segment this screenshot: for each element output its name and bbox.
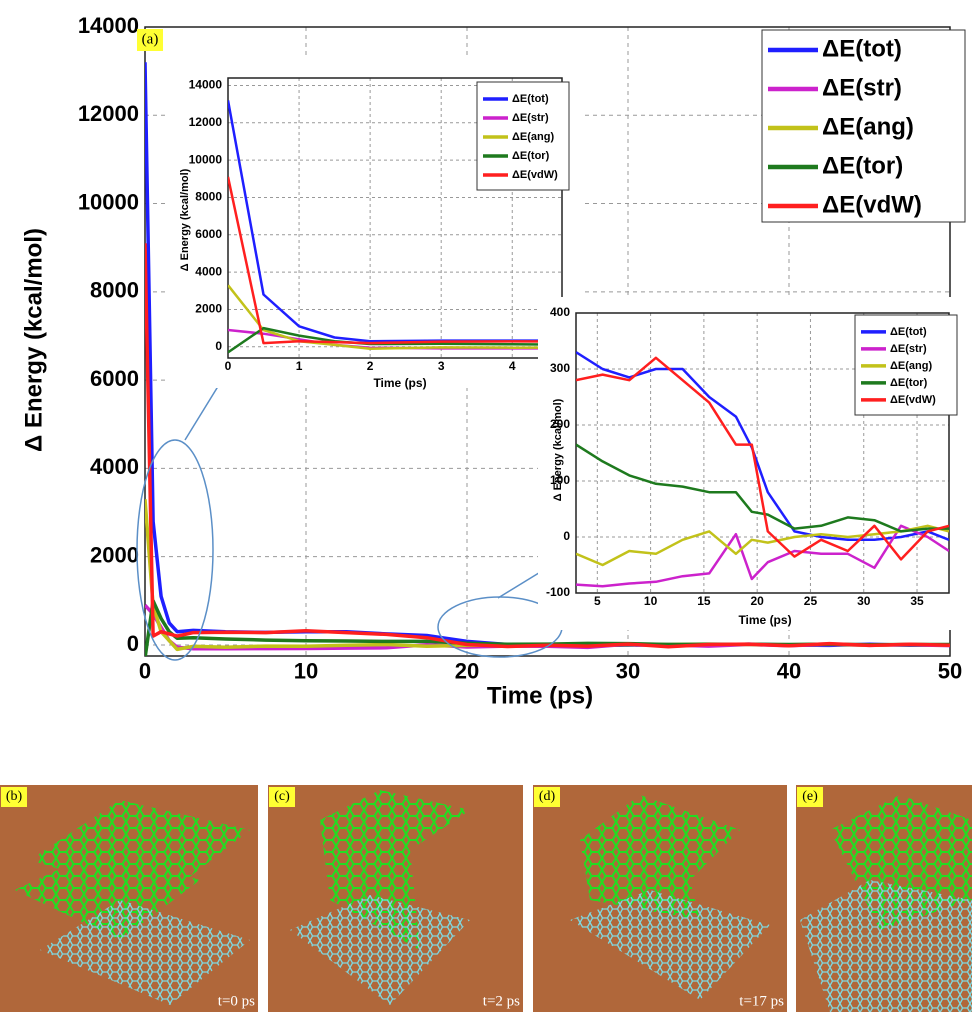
x-tick-label: 5 <box>594 594 601 608</box>
x-tick-label: 0 <box>225 359 232 373</box>
y-axis-label: Δ Energy (kcal/mol) <box>552 398 564 501</box>
legend-label: ΔE(str) <box>890 343 927 355</box>
x-axis-label: Time (ps) <box>373 376 426 390</box>
panel-label: (d) <box>539 789 556 804</box>
y-tick-label: 0 <box>215 339 222 353</box>
x-tick-label: 25 <box>804 594 818 608</box>
panel-caption: t=0 ps <box>218 993 255 1009</box>
y-tick-label: 8000 <box>90 278 139 303</box>
y-tick-label: 4000 <box>90 454 139 479</box>
structure-panels <box>0 785 972 1012</box>
x-tick-label: 35 <box>910 594 924 608</box>
figure: 0200040006000800010000120001400001020304… <box>0 0 972 1012</box>
y-tick-label: 2000 <box>90 542 139 567</box>
y-tick-label: 4000 <box>195 264 222 278</box>
x-tick-label: 1 <box>296 359 303 373</box>
legend-label: ΔE(tor) <box>890 377 928 389</box>
legend-label: ΔE(str) <box>822 74 902 101</box>
y-axis-label: Δ Energy (kcal/mol) <box>179 168 191 271</box>
x-tick-label: 30 <box>857 594 871 608</box>
y-tick-label: 0 <box>563 529 570 543</box>
panel-label: (e) <box>802 789 818 804</box>
legend-label: ΔE(vdW) <box>890 394 936 406</box>
y-tick-label: 12000 <box>78 101 139 126</box>
legend-label: ΔE(vdW) <box>822 191 922 218</box>
x-tick-label: 10 <box>294 658 318 683</box>
panel-caption: t=2 ps <box>483 993 520 1009</box>
panel-label: (a) <box>142 31 159 47</box>
y-tick-label: 0 <box>127 631 139 656</box>
legend-label: ΔE(vdW) <box>512 169 558 181</box>
x-axis-label: Time (ps) <box>487 682 593 709</box>
panel-label: (b) <box>6 789 23 804</box>
legend-label: ΔE(tor) <box>822 152 903 179</box>
y-tick-label: 6000 <box>90 366 139 391</box>
x-tick-label: 15 <box>697 594 711 608</box>
legend-label: ΔE(tot) <box>890 326 927 338</box>
x-tick-label: 4 <box>509 359 516 373</box>
x-tick-label: 30 <box>616 658 640 683</box>
y-tick-label: 14000 <box>189 78 223 92</box>
y-tick-label: 8000 <box>195 190 222 204</box>
legend-label: ΔE(ang) <box>822 113 914 140</box>
x-tick-label: 50 <box>938 658 962 683</box>
y-tick-label: 10000 <box>78 189 139 214</box>
y-tick-label: 12000 <box>189 115 223 129</box>
legend-label: ΔE(tot) <box>822 35 902 62</box>
legend-label: ΔE(tor) <box>512 150 550 162</box>
legend-label: ΔE(ang) <box>512 131 554 143</box>
legend-label: ΔE(tot) <box>512 93 549 105</box>
x-axis-label: Time (ps) <box>738 613 791 627</box>
panel-label: (c) <box>274 789 290 804</box>
y-tick-label: 300 <box>550 361 570 375</box>
chart: 0 2000 4000 6000 8000 10000 12000 14000 0 1 2 3 4 ΔE(… <box>168 55 582 390</box>
x-tick-label: 10 <box>644 594 658 608</box>
x-tick-label: 20 <box>455 658 479 683</box>
x-tick-label: 2 <box>367 359 374 373</box>
y-tick-label: 2000 <box>195 302 222 316</box>
x-tick-label: 40 <box>777 658 801 683</box>
y-axis-label: Δ Energy (kcal/mol) <box>20 228 47 452</box>
y-tick-label: 14000 <box>78 13 139 38</box>
x-tick-label: 0 <box>139 658 151 683</box>
panel-caption: t=17 ps <box>739 993 784 1009</box>
legend-label: ΔE(str) <box>512 112 549 124</box>
legend-label: ΔE(ang) <box>890 360 932 372</box>
y-tick-label: -100 <box>546 585 570 599</box>
x-tick-label: 3 <box>438 359 445 373</box>
y-tick-label: 6000 <box>195 227 222 241</box>
y-tick-label: 10000 <box>189 152 223 166</box>
y-tick-label: 400 <box>550 305 570 319</box>
x-tick-label: 20 <box>750 594 764 608</box>
